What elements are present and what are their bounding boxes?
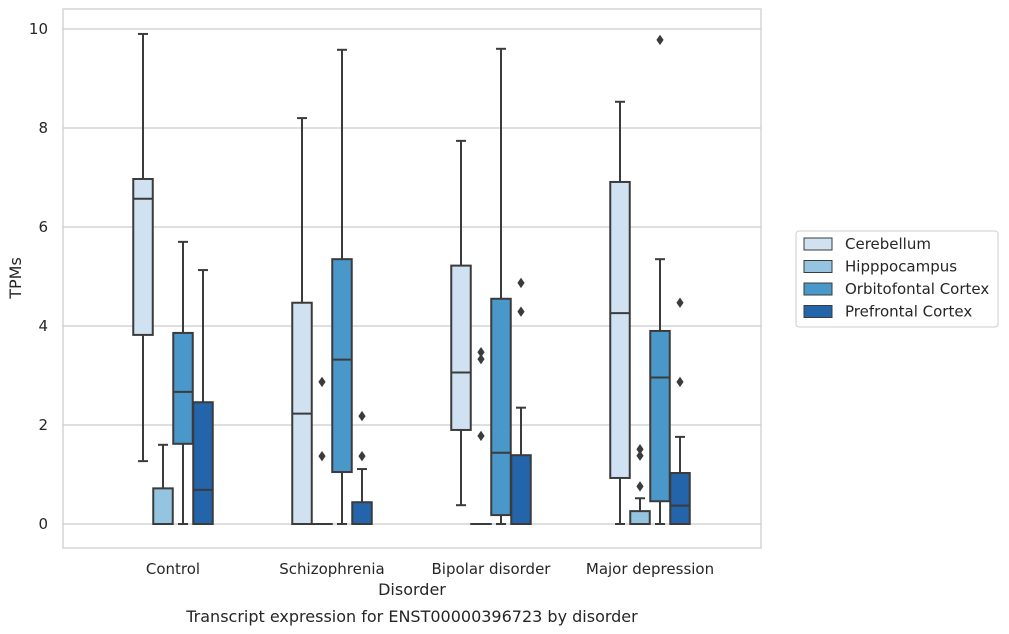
box-body (629, 510, 651, 526)
y-tick-label: 4 (38, 317, 48, 335)
x-tick-label: Schizophrenia (279, 560, 384, 578)
box-1-0 (291, 117, 313, 525)
box-1-2 (331, 48, 353, 525)
outlier-point (517, 277, 525, 289)
box-body (331, 258, 353, 474)
box-3-2 (649, 34, 671, 525)
box-2-3 (510, 277, 532, 526)
box-3-1 (629, 444, 651, 526)
y-tick-label: 0 (38, 515, 48, 533)
box-body (669, 472, 691, 526)
outlier-point (477, 347, 485, 358)
box-1-3 (351, 410, 373, 526)
y-tick-labels: 0 2 4 6 8 10 (29, 20, 48, 533)
outlier-point (477, 430, 485, 442)
legend-swatch (803, 260, 833, 273)
box-body (172, 331, 194, 445)
chart-caption: Transcript expression for ENST0000039672… (185, 607, 638, 626)
plot-area-frame (62, 8, 762, 549)
outlier-point (636, 481, 644, 492)
legend-label: Hipppocampus (845, 258, 957, 276)
legend-swatch (803, 237, 833, 251)
y-tick-label: 8 (38, 119, 48, 137)
legend-swatch (803, 305, 833, 318)
outlier-point (636, 450, 644, 461)
box-body (450, 264, 472, 431)
box-body (609, 180, 631, 479)
outlier-point (656, 34, 664, 46)
box-body (192, 401, 214, 526)
x-tick-labels: Control Schizophrenia Bipolar disorder Majo… (146, 560, 714, 578)
box-body (510, 454, 532, 526)
y-axis-title: TPMs (6, 257, 25, 300)
box-body (649, 329, 671, 503)
legend-label: Orbitofontal Cortex (845, 280, 989, 298)
box-2-1 (470, 347, 492, 526)
box-0-2 (172, 240, 194, 525)
outlier-point (477, 353, 485, 365)
y-tick-label: 10 (29, 20, 48, 38)
box-2-0 (450, 139, 472, 507)
y-tick-label: 2 (38, 416, 48, 434)
box-1-1 (311, 376, 333, 526)
box-3-3 (669, 297, 691, 526)
outlier-point (318, 376, 326, 388)
legend-swatch (803, 282, 833, 296)
outlier-point (358, 410, 366, 422)
x-tick-label: Control (146, 560, 200, 578)
legend-label: Prefrontal Cortex (845, 303, 972, 321)
y-tick-label: 6 (38, 218, 48, 236)
outlier-point (318, 450, 326, 462)
outlier-point (636, 444, 644, 455)
legend: Cerebellum Hipppocampus Orbitofontal Corte… (795, 230, 999, 328)
legend-frame (795, 230, 999, 328)
outlier-point (358, 450, 366, 462)
box-body (152, 487, 174, 525)
box-0-3 (192, 269, 214, 526)
box-0-1 (152, 443, 174, 525)
outlier-point (517, 306, 525, 317)
outlier-point (676, 297, 684, 308)
x-tick-label: Major depression (586, 560, 714, 578)
legend-items: Cerebellum Hipppocampus Orbitofontal Corte… (803, 235, 989, 321)
box-0-0 (132, 32, 154, 463)
x-axis-title: Disorder (378, 580, 446, 599)
boxes (132, 32, 691, 526)
box-body (132, 177, 154, 336)
legend-label: Cerebellum (845, 235, 931, 253)
box-2-2 (490, 47, 512, 525)
box-body (351, 501, 373, 526)
outlier-point (676, 376, 684, 388)
box-3-0 (609, 100, 631, 525)
x-tick-label: Bipolar disorder (432, 560, 552, 578)
box-body (490, 297, 512, 517)
